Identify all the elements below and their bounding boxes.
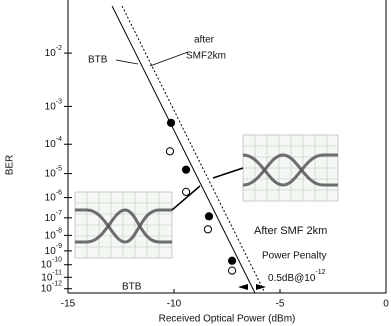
y-tick-label: 10-6 (45, 189, 62, 203)
y-tick-label: 10-7 (45, 210, 62, 224)
data-point (228, 257, 235, 264)
y-tick-label: 10-4 (45, 136, 62, 150)
annotation: BTB (88, 55, 108, 66)
y-tick-exponent: -6 (56, 189, 62, 196)
y-tick-exponent: -9 (56, 243, 62, 250)
y-tick-exponent: -8 (56, 227, 62, 234)
eye-diagram-right (243, 135, 338, 201)
x-tick-label: 0 (383, 299, 389, 310)
y-tick-label: 10 (45, 101, 57, 112)
data-point (166, 148, 173, 155)
y-tick-label: 10-8 (45, 227, 62, 241)
y-tick-label: 10-9 (45, 243, 62, 257)
x-tick-label: -10 (167, 299, 182, 310)
y-tick-label: 10 (41, 259, 53, 270)
y-tick-label: 10-5 (45, 165, 62, 179)
connector (213, 168, 243, 178)
y-tick-exponent: -11 (52, 269, 62, 276)
y-tick-exponent: -10 (52, 257, 62, 264)
eye-diagram-left (75, 192, 172, 258)
y-tick-exponent: -4 (56, 136, 62, 143)
annotation: After SMF 2km (254, 225, 327, 237)
y-tick-label: 10 (45, 168, 57, 179)
data-point (204, 226, 211, 233)
y-tick-label: 10 (45, 212, 57, 223)
data-point (182, 166, 189, 173)
y-tick-exponent: -7 (56, 210, 62, 217)
y-tick-label: 10 (45, 246, 57, 257)
annotation: -12 (315, 269, 325, 276)
y-tick-exponent: -3 (56, 98, 62, 105)
x-tick-label: -15 (61, 299, 76, 310)
annotation: 0.5dB@10-12 (268, 269, 326, 284)
y-tick-label: 10 (45, 230, 57, 241)
y-tick-label: 10-3 (45, 98, 62, 112)
data-point (205, 213, 212, 220)
y-tick-exponent: -12 (52, 281, 62, 288)
y-tick-label: 10 (45, 192, 57, 203)
chart: 10-210-310-410-510-610-710-810-910-1010-… (0, 0, 391, 326)
y-tick-exponent: -2 (56, 45, 62, 52)
y-tick-label: 10-2 (45, 45, 62, 59)
x-axis-label: Received Optical Power (dBm) (159, 314, 296, 325)
pointer (150, 52, 188, 66)
annotation: SMF2km (186, 51, 226, 62)
x-tick-label: -5 (276, 299, 285, 310)
y-tick-exponent: -5 (56, 165, 62, 172)
annotation: Power Penalty (262, 251, 326, 262)
annotation: BTB (122, 282, 142, 293)
pointer (116, 60, 138, 64)
y-tick-label: 10-12 (41, 281, 62, 295)
data-point (228, 267, 235, 274)
y-tick-label: 10 (45, 48, 57, 59)
annotation: after (194, 35, 215, 46)
y-tick-label: 10 (45, 139, 57, 150)
y-tick-label: 10 (41, 283, 53, 294)
y-axis-label: BER (5, 155, 16, 176)
data-point (182, 188, 189, 195)
annotation: 0.5dB@10 (268, 273, 316, 284)
